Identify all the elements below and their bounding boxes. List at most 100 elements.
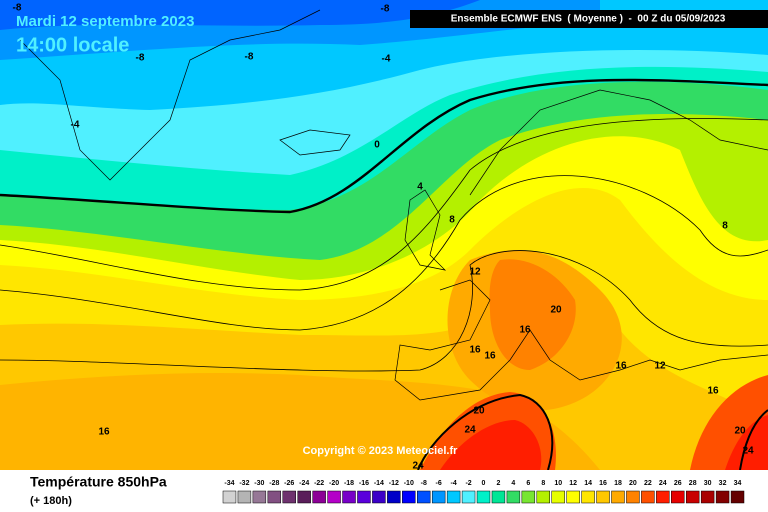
copyright: Copyright © 2023 Meteociel.fr bbox=[303, 445, 459, 457]
scale-label: -26 bbox=[284, 480, 294, 487]
contour-label: 8 bbox=[449, 215, 455, 226]
scale-label: 32 bbox=[719, 480, 727, 487]
scale-swatch bbox=[237, 490, 252, 504]
scale-label: -2 bbox=[465, 480, 471, 487]
contour-label: 0 bbox=[374, 140, 380, 151]
scale-label: 34 bbox=[734, 480, 742, 487]
contour-4 bbox=[0, 118, 768, 291]
scale-label: 20 bbox=[629, 480, 637, 487]
band-m8 bbox=[0, 0, 480, 30]
scale-label: -18 bbox=[344, 480, 354, 487]
legend-title: Température 850hPa bbox=[30, 474, 167, 490]
scale-swatch bbox=[327, 490, 341, 504]
contour-label: 12 bbox=[654, 361, 666, 372]
warm-core bbox=[489, 259, 576, 370]
contour-12 bbox=[0, 250, 768, 372]
scale-label: -32 bbox=[239, 480, 249, 487]
continent bbox=[394, 279, 768, 401]
scale-label: -14 bbox=[374, 480, 384, 487]
scale-label: 26 bbox=[674, 480, 682, 487]
contours bbox=[0, 78, 768, 471]
color-scale: -34 -32 -30 -28 -26 -24 -22 -20 -18 -16 -14 -12 -10-… bbox=[222, 480, 745, 504]
scale-label: -24 bbox=[299, 480, 309, 487]
scale-swatch bbox=[551, 490, 565, 504]
contour-label: 16 bbox=[469, 345, 481, 356]
scale-label: -8 bbox=[421, 480, 427, 487]
scale-swatch bbox=[506, 490, 521, 504]
time: 14:00 locale bbox=[16, 34, 129, 56]
scandinavia bbox=[469, 89, 768, 196]
scale-swatch bbox=[387, 490, 401, 504]
scale-swatch bbox=[566, 490, 580, 504]
scale-label: -28 bbox=[269, 480, 279, 487]
scale-label: 24 bbox=[659, 480, 667, 487]
british-isles bbox=[404, 189, 447, 271]
contour-labels: -8 -8-8-8 -4-40488121216161616161620202024… bbox=[13, 3, 754, 472]
scale-label: 12 bbox=[569, 480, 577, 487]
scale-swatch bbox=[491, 490, 506, 504]
contour-label: 8 bbox=[722, 221, 728, 232]
contour-label: -8 bbox=[381, 4, 390, 15]
contour-label: 24 bbox=[412, 461, 424, 472]
scale-swatch bbox=[282, 490, 296, 504]
scale-swatch bbox=[446, 490, 461, 504]
scale-label: 2 bbox=[496, 480, 500, 487]
contour-label: 20 bbox=[734, 426, 746, 437]
iceland bbox=[279, 129, 351, 156]
scale-label: -6 bbox=[436, 480, 442, 487]
scale-swatch bbox=[521, 490, 536, 504]
contour-label: -8 bbox=[136, 53, 145, 64]
scale-swatch bbox=[626, 490, 640, 504]
scale-label: -16 bbox=[359, 480, 369, 487]
contour-label: -8 bbox=[245, 52, 254, 63]
scale-swatch bbox=[730, 490, 745, 504]
scale-swatch bbox=[222, 490, 237, 504]
scale-label: 28 bbox=[689, 480, 697, 487]
contour-label: 12 bbox=[469, 267, 481, 278]
zero-line bbox=[0, 78, 768, 214]
scale-label: -22 bbox=[314, 480, 324, 487]
contour-label: 16 bbox=[615, 361, 627, 372]
scale-label: 14 bbox=[584, 480, 592, 487]
scale-swatch bbox=[252, 490, 267, 504]
contour-label: 4 bbox=[417, 182, 423, 193]
contour-label: 20 bbox=[473, 406, 485, 417]
scale-label: 8 bbox=[541, 480, 545, 487]
date: Mardi 12 septembre 2023 bbox=[16, 13, 194, 30]
contour-label: 16 bbox=[707, 386, 719, 397]
scale-swatch bbox=[641, 490, 655, 504]
scale-swatch bbox=[715, 490, 730, 504]
scale-swatch bbox=[656, 490, 670, 504]
scale-swatch bbox=[536, 490, 550, 504]
scale-swatch bbox=[685, 490, 700, 504]
legend-lead: (+ 180h) bbox=[30, 495, 72, 507]
scale-swatch bbox=[312, 490, 326, 504]
scale-label: 0 bbox=[482, 480, 486, 487]
scale-label: 4 bbox=[511, 480, 515, 487]
contour-label: 24 bbox=[464, 425, 476, 436]
scale-label: 18 bbox=[614, 480, 622, 487]
scale-swatch bbox=[581, 490, 595, 504]
contour-label: -4 bbox=[382, 54, 391, 65]
hot-africa-core bbox=[440, 420, 542, 470]
temperature-field bbox=[0, 0, 768, 470]
banner: Ensemble ECMWF ENS ( Moyenne ) - 00 Z du… bbox=[451, 14, 726, 25]
contour-label: 16 bbox=[519, 325, 531, 336]
scale-label: 22 bbox=[644, 480, 652, 487]
scale-swatch bbox=[611, 490, 625, 504]
scale-swatch bbox=[461, 490, 476, 504]
scale-swatch bbox=[357, 490, 371, 504]
contour-label: 24 bbox=[742, 446, 754, 457]
contour-8 bbox=[0, 175, 768, 331]
scale-swatch bbox=[417, 490, 431, 504]
contour-label: 20 bbox=[550, 305, 562, 316]
contour-label: 16 bbox=[98, 427, 110, 438]
scale-label: 10 bbox=[554, 480, 562, 487]
scale-label: -30 bbox=[254, 480, 264, 487]
scale-label: -12 bbox=[389, 480, 399, 487]
coastlines bbox=[19, 9, 768, 401]
scale-swatch bbox=[596, 490, 610, 504]
scale-swatch bbox=[342, 490, 356, 504]
scale-swatch bbox=[402, 490, 416, 504]
scale-label: 6 bbox=[526, 480, 530, 487]
